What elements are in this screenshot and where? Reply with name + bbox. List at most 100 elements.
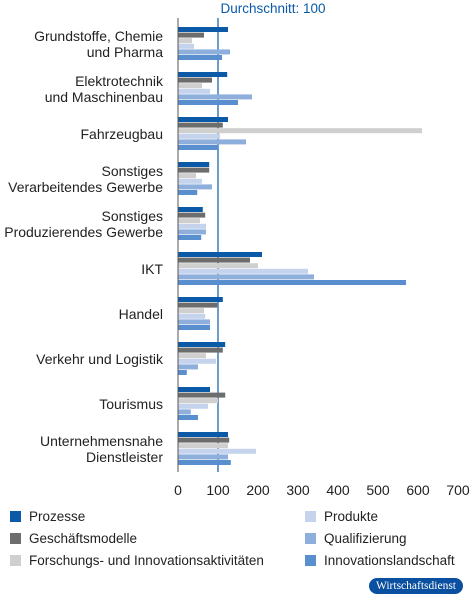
bar-4-3 <box>178 133 220 139</box>
bar-1-3 <box>178 117 228 122</box>
category-label-7-1: Handel <box>119 306 163 322</box>
bar-4-9 <box>178 403 208 409</box>
bar-1-1 <box>178 27 228 32</box>
bar-1-4 <box>178 162 210 167</box>
bar-6-7 <box>178 325 210 330</box>
bar-1-6 <box>178 252 262 257</box>
legend: Prozesse Geschäftsmodelle Forschungs- und … <box>0 506 471 576</box>
category-label-1-1: Grundstoffe, Chemie <box>34 28 163 44</box>
legend-label-1: Prozesse <box>29 509 86 524</box>
bar-5-3 <box>178 139 246 145</box>
bar-5-9 <box>178 409 191 415</box>
bar-2-10 <box>178 437 230 443</box>
legend-label-5: Qualifizierung <box>324 531 407 546</box>
legend-item-2: Geschäftsmodelle <box>10 531 137 546</box>
legend-item-5: Qualifizierung <box>305 531 407 546</box>
bar-3-9 <box>178 398 218 404</box>
bar-2-8 <box>178 347 223 353</box>
bar-4-2 <box>178 88 210 94</box>
bar-5-5 <box>178 229 206 235</box>
bar-1-10 <box>178 432 228 437</box>
bar-2-1 <box>178 32 204 38</box>
bar-1-9 <box>178 387 210 392</box>
bar-6-1 <box>178 55 222 60</box>
bar-5-6 <box>178 274 314 280</box>
bar-5-10 <box>178 454 228 460</box>
bar-1-5 <box>178 207 203 212</box>
category-label-5-2: Produzierendes Gewerbe <box>4 224 163 240</box>
bar-3-6 <box>178 263 258 269</box>
x-tick-label-0: 0 <box>174 482 182 498</box>
category-label-10-2: Dienstleister <box>86 449 163 465</box>
legend-item-1: Prozesse <box>10 509 85 524</box>
bar-6-5 <box>178 235 202 240</box>
category-label-10-1: Unternehmensnahe <box>40 433 163 449</box>
chart-title: Durchschnitt: 100 <box>220 1 325 16</box>
legend-label-4: Produkte <box>324 509 379 524</box>
bar-3-7 <box>178 308 204 314</box>
bar-1-7 <box>178 297 223 302</box>
bar-5-7 <box>178 319 210 325</box>
x-tick-label-500: 500 <box>366 482 390 498</box>
x-tick-label-600: 600 <box>406 482 430 498</box>
bar-3-3 <box>178 128 422 134</box>
bar-6-8 <box>178 370 187 375</box>
bar-4-10 <box>178 448 256 454</box>
bar-4-8 <box>178 358 216 364</box>
bar-2-7 <box>178 302 218 308</box>
category-label-2-2: und Maschinenbau <box>45 89 163 105</box>
bar-6-10 <box>178 460 231 465</box>
bar-5-1 <box>178 49 230 55</box>
category-label-1-2: und Pharma <box>87 44 163 60</box>
bar-3-10 <box>178 443 228 449</box>
bar-3-4 <box>178 173 196 179</box>
category-label-4-1: Sonstiges <box>102 163 163 179</box>
category-label-8-1: Verkehr und Logistik <box>36 351 164 367</box>
category-label-2-1: Elektrotechnik <box>75 73 164 89</box>
bar-6-4 <box>178 190 198 195</box>
bar-2-4 <box>178 167 210 173</box>
x-tick-label-700: 700 <box>446 482 470 498</box>
legend-label-2: Geschäftsmodelle <box>29 531 138 546</box>
bar-1-8 <box>178 342 226 347</box>
category-label-4-2: Verarbeitendes Gewerbe <box>8 179 163 195</box>
bar-3-5 <box>178 218 200 224</box>
bar-2-5 <box>178 212 206 218</box>
bar-3-1 <box>178 38 192 44</box>
bar-5-4 <box>178 184 212 190</box>
category-label-9-1: Tourismus <box>99 396 163 412</box>
legend-item-6: Innovationslandschaft <box>305 553 455 568</box>
x-tick-label-100: 100 <box>206 482 230 498</box>
legend-swatch-6 <box>305 555 316 566</box>
bar-5-8 <box>178 364 198 370</box>
bar-6-9 <box>178 415 198 420</box>
legend-swatch-2 <box>10 533 21 544</box>
bar-2-9 <box>178 392 226 398</box>
legend-swatch-3 <box>10 555 21 566</box>
legend-item-3: Forschungs- und Innovationsaktivitäten <box>10 553 264 568</box>
bar-6-2 <box>178 100 238 105</box>
legend-label-6: Innovationslandschaft <box>324 553 455 568</box>
x-tick-label-300: 300 <box>286 482 310 498</box>
x-tick-label-200: 200 <box>246 482 270 498</box>
bar-5-2 <box>178 94 252 100</box>
legend-swatch-4 <box>305 511 316 522</box>
category-label-5-1: Sonstiges <box>102 208 163 224</box>
bar-2-2 <box>178 77 212 83</box>
bar-6-6 <box>178 280 406 285</box>
bar-4-7 <box>178 313 206 319</box>
bar-4-6 <box>178 268 308 274</box>
bar-2-3 <box>178 122 223 128</box>
bar-4-4 <box>178 178 202 184</box>
bar-3-2 <box>178 83 202 89</box>
x-tick-label-400: 400 <box>326 482 350 498</box>
bar-3-8 <box>178 353 206 359</box>
bar-6-3 <box>178 145 218 150</box>
legend-item-4: Produkte <box>305 509 378 524</box>
bar-4-1 <box>178 43 194 49</box>
category-label-6-1: IKT <box>141 261 163 277</box>
legend-swatch-1 <box>10 511 21 522</box>
bar-1-2 <box>178 72 228 77</box>
bar-2-6 <box>178 257 250 263</box>
